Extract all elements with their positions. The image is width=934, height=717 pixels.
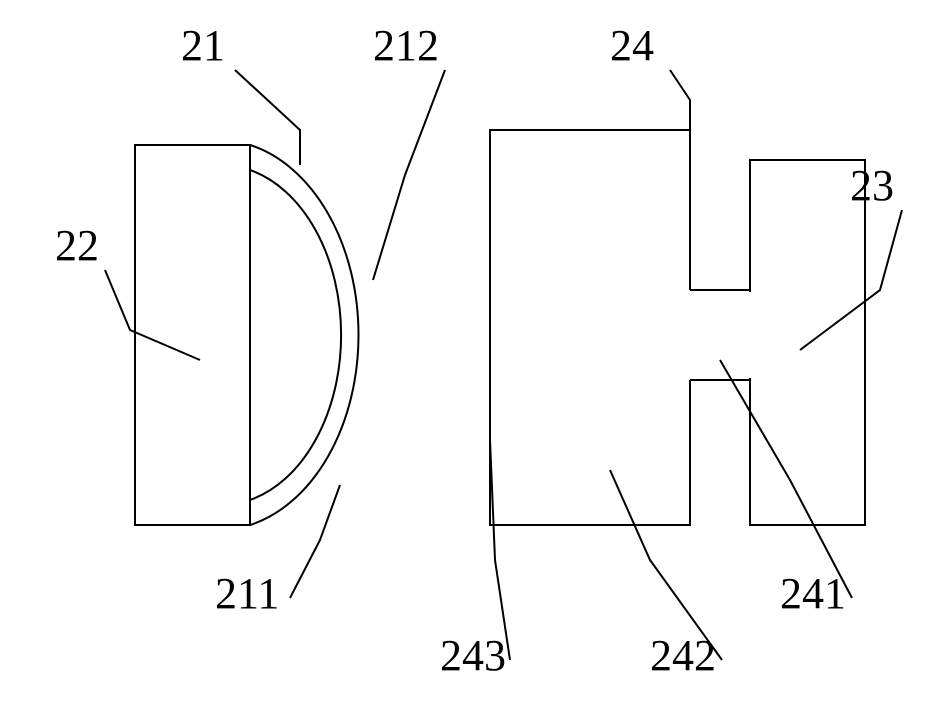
block-23-left-mask	[748, 292, 752, 378]
label-23: 23	[850, 161, 894, 210]
label-21: 21	[181, 21, 225, 70]
block-24-body	[490, 130, 690, 525]
label-22: 22	[55, 221, 99, 270]
label-243: 243	[440, 631, 506, 680]
label-211: 211	[215, 569, 279, 618]
label-242: 242	[650, 631, 716, 680]
label-241: 241	[780, 569, 846, 618]
label-212: 212	[373, 21, 439, 70]
label-24: 24	[610, 21, 654, 70]
block-24-neck-mask	[688, 290, 750, 380]
block-23	[750, 160, 865, 525]
